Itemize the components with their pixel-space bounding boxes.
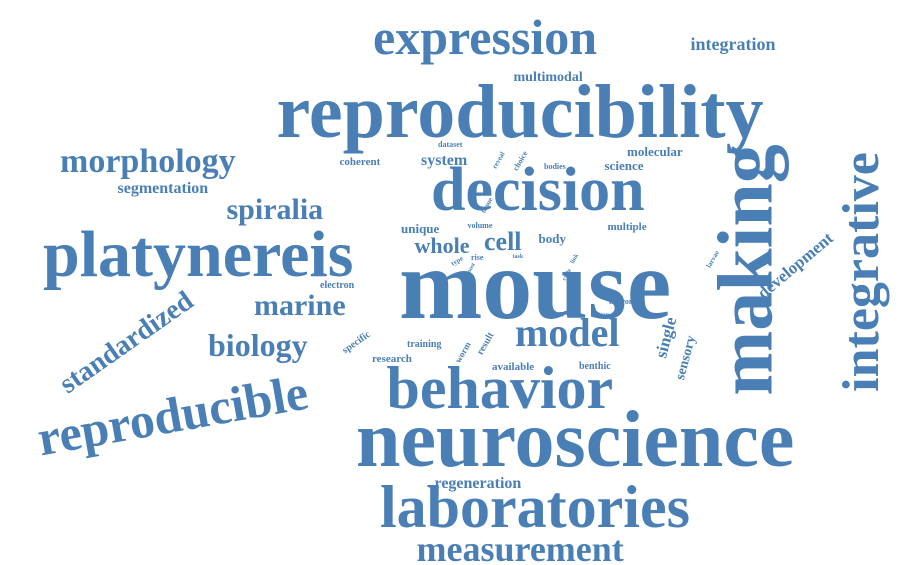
word-available: available (492, 360, 535, 373)
word-neuron: neuron (609, 297, 634, 306)
word-cell: cell (484, 227, 522, 256)
word-research: research (372, 352, 412, 365)
word-electron: electron (320, 280, 355, 291)
word-sensory: sensory (672, 334, 699, 382)
word-integration: integration (690, 34, 776, 54)
word-mouse: mouse (399, 229, 672, 340)
word-making: making (701, 144, 789, 396)
word-biology: biology (208, 327, 308, 363)
word-neuroscience: neuroscience (356, 396, 795, 484)
word-standardized: standardized (53, 285, 200, 400)
word-task: task (512, 254, 524, 260)
word-rise: rise (471, 253, 484, 262)
word-integrative: integrative (832, 152, 890, 392)
word-behavior: behavior (386, 355, 614, 421)
word-unique: unique (401, 220, 440, 236)
word-training: training (407, 339, 442, 350)
word-laboratories: laboratories (380, 474, 690, 540)
word-model: model (515, 310, 620, 355)
word-platynereis: platynereis (43, 218, 354, 291)
word-specific: specific (340, 329, 373, 357)
word-coherent: coherent (339, 155, 381, 168)
word-organ: organ (592, 310, 610, 319)
word-marine: marine (254, 289, 346, 322)
word-open: open (559, 311, 572, 317)
word-segmentation: segmentation (117, 180, 209, 197)
word-expression: expression (373, 9, 598, 65)
word-system: system (421, 152, 468, 169)
word-multiple: multiple (607, 220, 647, 233)
word-bodies: bodies (544, 162, 566, 171)
word-reproducibility: reproducibility (276, 70, 764, 154)
word-dataset: dataset (438, 140, 463, 149)
word-science: science (604, 157, 644, 173)
word-decision: decision (431, 156, 645, 224)
word-morphology: morphology (60, 143, 236, 180)
word-whole: whole (414, 233, 470, 258)
word-spiralia: spiralia (226, 193, 324, 226)
word-multimodal: multimodal (513, 70, 583, 85)
word-body: body (538, 230, 566, 246)
word-benthic: benthic (579, 361, 611, 372)
word-volume: volume (467, 221, 493, 230)
word-regeneration: regeneration (434, 475, 522, 492)
word-molecular: molecular (627, 143, 683, 159)
word-measurement: measurement (416, 529, 624, 565)
